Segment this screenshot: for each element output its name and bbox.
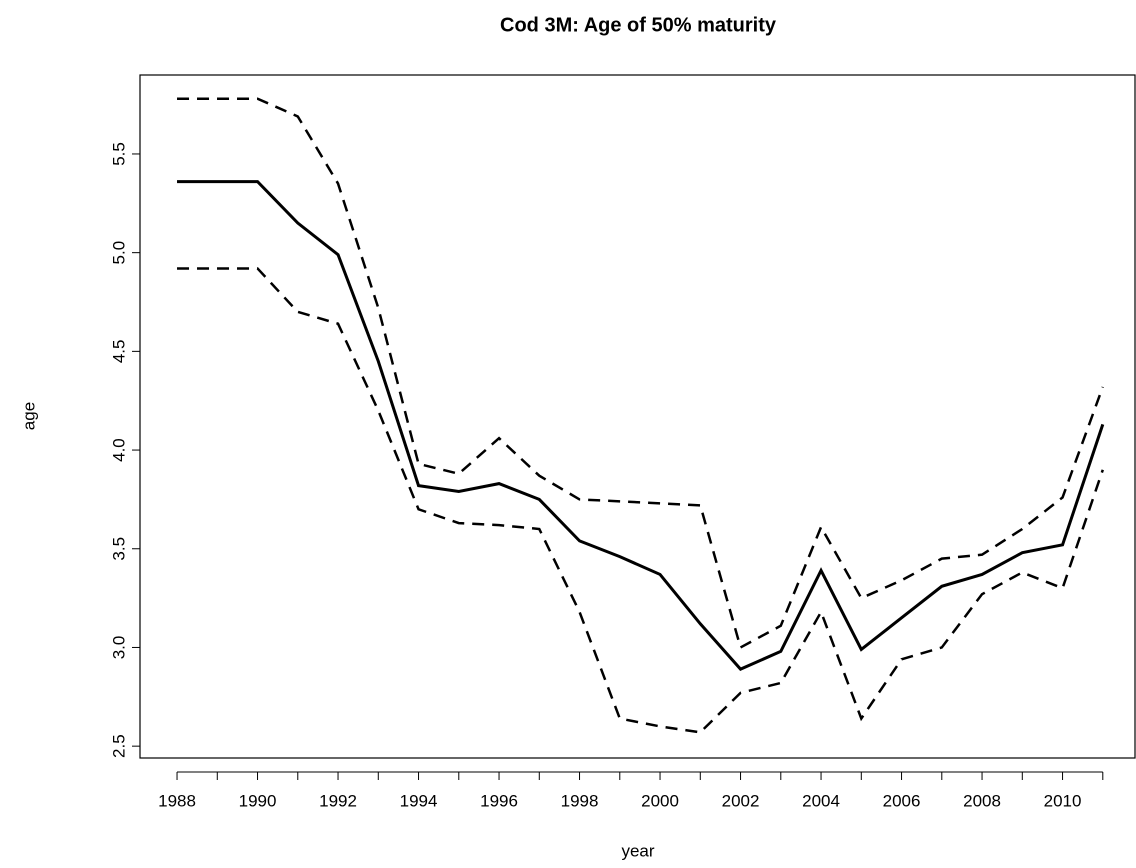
x-tick-label: 1996 [480, 791, 518, 810]
y-tick-label: 5.5 [109, 142, 128, 166]
x-tick-label: 2004 [802, 791, 840, 810]
x-tick-label: 1992 [319, 791, 357, 810]
chart-title: Cod 3M: Age of 50% maturity [500, 14, 777, 36]
y-tick-label: 4.5 [109, 340, 128, 364]
x-tick-label: 2006 [883, 791, 921, 810]
series-line [177, 97, 1104, 650]
x-tick-label: 1998 [561, 791, 599, 810]
x-tick-label: 2008 [963, 791, 1001, 810]
y-axis-label: age [19, 402, 38, 430]
x-tick-label: 2010 [1044, 791, 1082, 810]
x-tick-label: 1988 [158, 791, 196, 810]
x-tick-label: 1990 [239, 791, 277, 810]
y-tick-label: 2.5 [109, 734, 128, 758]
x-tick-label: 2000 [641, 791, 679, 810]
y-tick-label: 4.0 [109, 438, 128, 462]
x-axis-label: year [621, 841, 654, 860]
y-tick-label: 3.5 [109, 537, 128, 561]
x-tick-label: 1994 [400, 791, 438, 810]
plot-box [139, 74, 1136, 759]
x-tick-label: 2002 [722, 791, 760, 810]
series-line [177, 180, 1105, 671]
y-tick-label: 5.0 [109, 241, 128, 265]
y-tick-label: 3.0 [109, 636, 128, 660]
series-line [177, 267, 1104, 734]
